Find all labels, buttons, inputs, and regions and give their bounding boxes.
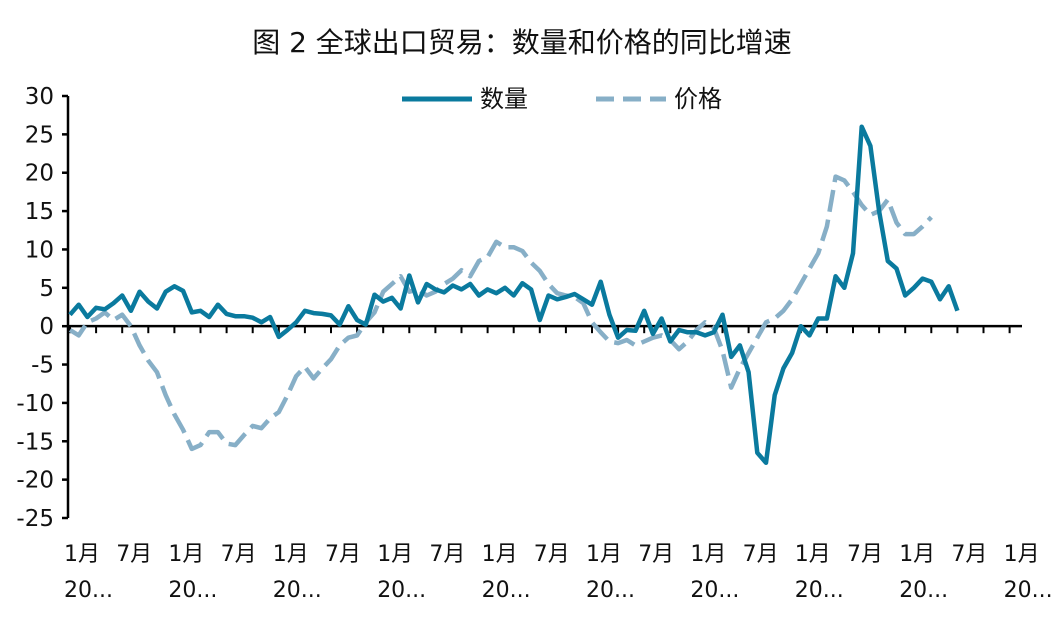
x-tick-month: 1月 <box>64 542 100 567</box>
x-tick-year: 20... <box>1004 578 1053 603</box>
y-tick-label: -25 <box>16 506 54 532</box>
y-tick-label: 30 <box>25 84 54 110</box>
x-tick-month: 1月 <box>273 542 309 567</box>
legend: 数量 价格 <box>402 85 722 113</box>
x-tick-year: 20... <box>377 578 426 603</box>
chart-title: 图 2 全球出口贸易：数量和价格的同比增速 <box>252 26 792 59</box>
y-tick-label: 15 <box>25 199 54 225</box>
series-line <box>68 174 933 452</box>
x-tick-year: 20... <box>168 578 217 603</box>
x-tick-year: 20... <box>64 578 113 603</box>
y-tick-label: -20 <box>16 468 54 494</box>
x-tick-year: 20... <box>482 578 531 603</box>
legend-label: 价格 <box>674 85 722 113</box>
x-tick-label: 7月 <box>221 542 257 567</box>
x-tick-month: 7月 <box>534 542 570 567</box>
series-0 <box>68 124 960 466</box>
legend-item: 数量 <box>402 85 528 113</box>
legend-label: 数量 <box>480 85 528 113</box>
x-tick-label: 1月 20... <box>1004 542 1053 603</box>
x-tick-label: 1月 20... <box>899 542 948 603</box>
x-tick-month: 1月 <box>899 542 935 567</box>
x-tick-label: 1月 20... <box>795 542 844 603</box>
x-tick-month: 1月 <box>482 542 518 567</box>
x-tick-month: 1月 <box>690 542 726 567</box>
x-tick-label: 7月 <box>116 542 152 567</box>
y-tick-label: -15 <box>16 429 54 455</box>
x-tick-label: 7月 <box>743 542 779 567</box>
series-line <box>68 124 960 466</box>
x-tick-label: 1月 20... <box>690 542 739 603</box>
x-tick-label: 1月 20... <box>273 542 322 603</box>
x-tick-month: 1月 <box>377 542 413 567</box>
x-tick-month: 7月 <box>325 542 361 567</box>
x-tick-label: 1月 20... <box>482 542 531 603</box>
x-tick-label: 1月 20... <box>64 542 113 603</box>
legend-item: 价格 <box>596 85 722 113</box>
y-tick-label: 5 <box>39 276 54 302</box>
x-tick-month: 7月 <box>951 542 987 567</box>
x-tick-label: 1月 20... <box>168 542 217 603</box>
series-1 <box>68 174 933 452</box>
x-tick-year: 20... <box>273 578 322 603</box>
y-tick-label: 20 <box>25 161 54 187</box>
x-tick-label: 7月 <box>534 542 570 567</box>
x-tick-month: 7月 <box>429 542 465 567</box>
y-tick-label: -10 <box>16 391 54 417</box>
x-tick-year: 20... <box>690 578 739 603</box>
x-tick-year: 20... <box>899 578 948 603</box>
y-tick-label: 0 <box>39 314 54 340</box>
y-axis: 30 25 20 15 10 5 0 -5 -10 -15 -20 -25 <box>16 84 70 532</box>
x-tick-month: 7月 <box>116 542 152 567</box>
x-tick-month: 7月 <box>847 542 883 567</box>
x-tick-label: 7月 <box>325 542 361 567</box>
x-tick-label: 1月 20... <box>586 542 635 603</box>
y-tick-label: -5 <box>31 353 54 379</box>
x-tick-month: 1月 <box>586 542 622 567</box>
x-tick-label: 7月 <box>638 542 674 567</box>
x-tick-year: 20... <box>586 578 635 603</box>
x-tick-label: 7月 <box>951 542 987 567</box>
y-tick-label: 25 <box>25 122 54 148</box>
x-tick-month: 1月 <box>168 542 204 567</box>
x-tick-month: 7月 <box>221 542 257 567</box>
x-tick-label: 7月 <box>847 542 883 567</box>
x-tick-month: 1月 <box>1004 542 1040 567</box>
x-tick-month: 7月 <box>743 542 779 567</box>
x-tick-year: 20... <box>795 578 844 603</box>
x-tick-label: 7月 <box>429 542 465 567</box>
y-tick-label: 10 <box>25 237 54 263</box>
x-tick-label: 1月 20... <box>377 542 426 603</box>
x-tick-month: 7月 <box>638 542 674 567</box>
series-layer <box>68 124 960 466</box>
x-tick-month: 1月 <box>795 542 831 567</box>
